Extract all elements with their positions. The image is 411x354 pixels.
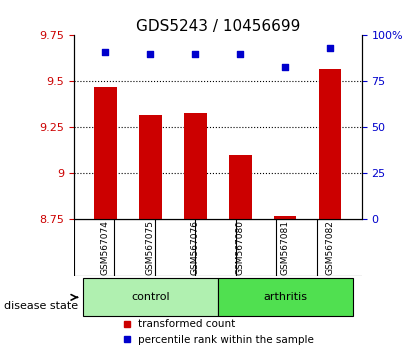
Bar xyxy=(94,87,117,219)
FancyBboxPatch shape xyxy=(218,278,353,316)
Text: disease state: disease state xyxy=(4,301,78,311)
Bar xyxy=(229,155,252,219)
Text: GSM567074: GSM567074 xyxy=(101,220,110,275)
FancyBboxPatch shape xyxy=(83,278,218,316)
Bar xyxy=(139,115,162,219)
Point xyxy=(102,49,109,55)
Point xyxy=(192,51,199,57)
Bar xyxy=(184,113,207,219)
Point xyxy=(327,45,333,51)
Text: GSM567081: GSM567081 xyxy=(281,220,290,275)
Text: control: control xyxy=(131,292,170,302)
Text: GDS5243 / 10456699: GDS5243 / 10456699 xyxy=(136,19,300,34)
Point xyxy=(237,51,244,57)
Text: GSM567075: GSM567075 xyxy=(146,220,155,275)
Text: GSM567080: GSM567080 xyxy=(236,220,245,275)
Text: arthritis: arthritis xyxy=(263,292,307,302)
Point xyxy=(282,64,289,69)
Point xyxy=(147,51,154,57)
Text: GSM567082: GSM567082 xyxy=(326,220,335,275)
Bar xyxy=(319,69,342,219)
Legend: transformed count, percentile rank within the sample: transformed count, percentile rank withi… xyxy=(118,315,318,349)
Text: GSM567076: GSM567076 xyxy=(191,220,200,275)
Bar xyxy=(274,216,296,219)
